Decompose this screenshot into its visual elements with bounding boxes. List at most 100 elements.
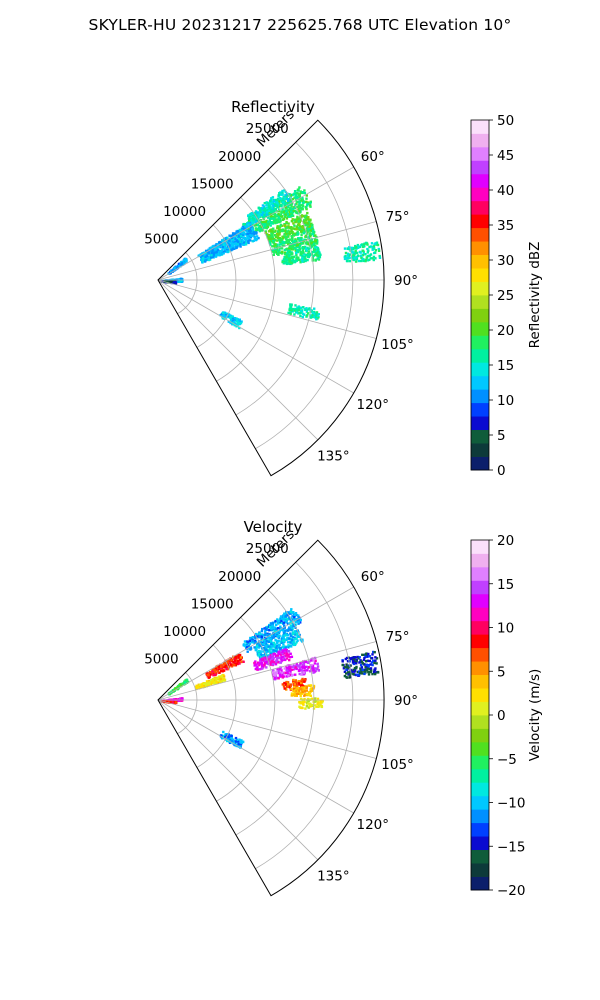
data-cell — [288, 210, 291, 214]
data-cell — [230, 734, 233, 737]
data-cell — [227, 665, 231, 668]
data-cell — [293, 239, 296, 242]
data-cell — [277, 652, 281, 655]
data-cell — [283, 261, 286, 265]
data-cell — [238, 326, 241, 330]
data-cell — [231, 315, 234, 318]
data-cell — [247, 214, 250, 218]
data-cell — [262, 226, 265, 229]
data-cell — [293, 313, 296, 316]
data-cell — [280, 200, 283, 203]
data-cell — [309, 229, 312, 232]
azimuth-gridline — [157, 699, 354, 814]
data-cell — [241, 233, 244, 236]
data-cell — [234, 663, 238, 667]
data-cell — [294, 633, 297, 636]
data-cell — [299, 230, 303, 233]
colorbar-tick-label: 35 — [497, 218, 514, 234]
data-cell — [268, 240, 272, 243]
data-cell — [280, 657, 283, 661]
data-cell — [290, 226, 293, 229]
data-cell — [256, 661, 260, 664]
data-cell — [309, 316, 313, 319]
data-cell — [289, 226, 292, 229]
data-cell — [285, 675, 289, 678]
data-cell — [285, 616, 288, 620]
data-cell — [348, 246, 351, 249]
data-cell — [289, 652, 292, 655]
data-cell — [348, 256, 351, 260]
data-cell — [239, 744, 242, 748]
data-cell — [277, 194, 280, 197]
data-cell — [207, 679, 211, 683]
data-cell — [240, 320, 243, 323]
data-cell — [309, 703, 312, 706]
data-cell — [288, 260, 291, 263]
data-cell — [374, 257, 377, 260]
data-cell — [352, 662, 356, 666]
data-cell — [345, 256, 348, 260]
data-cell — [237, 235, 240, 238]
data-cell — [248, 232, 251, 235]
data-cell — [275, 243, 279, 246]
data-cell — [304, 259, 307, 263]
data-cell — [242, 644, 246, 647]
data-cell — [302, 671, 305, 674]
data-cell — [276, 197, 280, 201]
data-cell — [299, 618, 302, 622]
data-cell — [262, 634, 265, 637]
data-cell — [296, 639, 299, 642]
data-cell — [282, 656, 285, 659]
data-cell — [341, 663, 344, 667]
data-cell — [265, 650, 268, 654]
data-cell — [278, 251, 281, 254]
data-cell — [308, 204, 312, 207]
range-tick-label: 20000 — [218, 569, 261, 585]
data-cell — [251, 221, 255, 225]
data-cell — [283, 215, 287, 218]
data-cell — [230, 659, 233, 662]
data-cell — [212, 248, 215, 251]
data-cell — [316, 249, 319, 252]
data-cell — [257, 236, 260, 240]
data-cell — [373, 243, 376, 246]
data-cell — [377, 247, 380, 251]
colorbar-swatch — [471, 321, 489, 336]
colorbar-swatch — [471, 133, 489, 148]
data-cell — [316, 700, 319, 703]
data-cell — [309, 205, 312, 208]
data-cell — [245, 223, 249, 226]
data-cell — [280, 204, 283, 207]
colorbar-swatch — [471, 634, 489, 649]
data-cell — [376, 243, 380, 247]
colorbar-tick-label: 15 — [497, 358, 514, 374]
data-cell — [269, 622, 273, 625]
data-cell — [305, 705, 309, 708]
data-cell — [296, 188, 300, 191]
data-cell — [289, 209, 292, 212]
data-cell — [238, 240, 241, 244]
data-cell — [197, 254, 200, 258]
data-cell — [234, 736, 238, 740]
data-cell — [286, 206, 290, 209]
data-cell — [283, 251, 287, 254]
data-cell — [233, 657, 236, 660]
data-cell — [270, 221, 273, 225]
data-cell — [319, 701, 322, 704]
data-cell — [358, 661, 361, 664]
data-cell — [253, 636, 257, 639]
data-cell — [274, 238, 277, 242]
data-cell — [297, 212, 300, 215]
data-cell — [299, 694, 302, 698]
data-cell — [272, 215, 275, 219]
data-cell — [280, 637, 283, 641]
data-cell — [251, 636, 254, 639]
data-cell — [306, 669, 309, 672]
data-cell — [305, 206, 308, 210]
data-cell — [247, 223, 250, 227]
data-cell — [359, 259, 363, 263]
data-cell — [305, 227, 309, 230]
data-cell — [243, 238, 247, 241]
data-cell — [271, 621, 275, 624]
